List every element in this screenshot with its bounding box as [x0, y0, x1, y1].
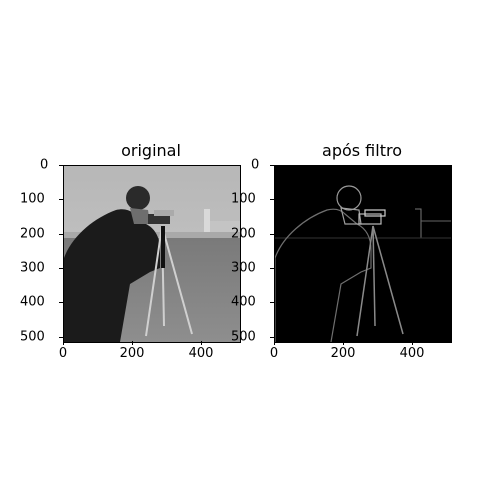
right-y-tick-500: 500 — [231, 329, 256, 345]
right-y-tick-0: 0 — [251, 157, 260, 173]
left-y-tick-300: 300 — [20, 260, 45, 276]
left-y-tick-0: 0 — [40, 157, 49, 173]
left-y-tick-500: 500 — [20, 329, 45, 345]
left-y-tick-400: 400 — [20, 294, 45, 310]
left-x-tick-400: 400 — [188, 346, 214, 361]
right-y-tick-100: 100 — [231, 191, 256, 207]
left-x-tick-0: 0 — [58, 346, 68, 361]
right-y-tick-300: 300 — [231, 260, 256, 276]
original-image — [63, 165, 241, 343]
right-x-tick-200: 200 — [330, 346, 356, 361]
right-y-tick-400: 400 — [231, 294, 256, 310]
left-x-tick-200: 200 — [119, 346, 145, 361]
filtered-image — [274, 165, 452, 343]
left-y-tick-200: 200 — [20, 226, 45, 242]
left-y-tick-100: 100 — [20, 191, 45, 207]
left-panel-title: original — [121, 141, 181, 160]
right-x-tick-0: 0 — [269, 346, 279, 361]
right-x-tick-400: 400 — [399, 346, 425, 361]
right-panel-title: após filtro — [322, 141, 402, 160]
right-y-tick-200: 200 — [231, 226, 256, 242]
